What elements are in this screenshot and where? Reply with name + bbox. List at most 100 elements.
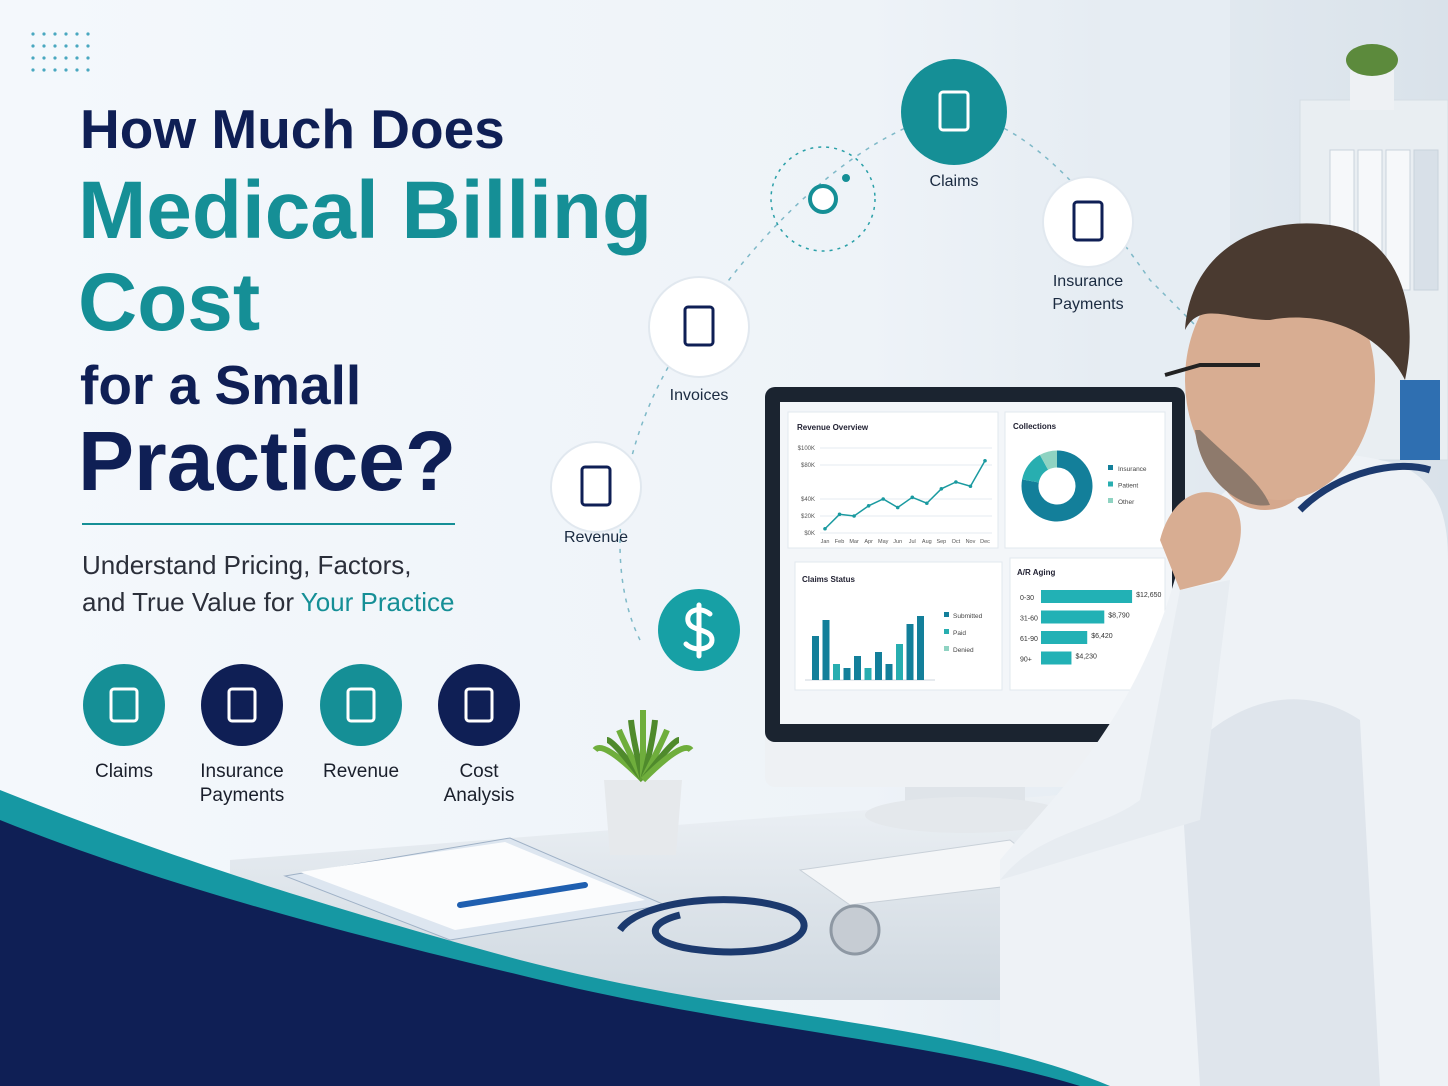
dot: [31, 56, 35, 60]
plant-pot: [604, 780, 682, 855]
dot: [64, 32, 68, 36]
orbit-glyph: [683, 305, 715, 347]
legend-label: Paid: [953, 630, 966, 637]
legend-label: Submitted: [953, 613, 983, 620]
dot: [86, 44, 90, 48]
x-tick-label: Jun: [893, 539, 902, 545]
revenue-point: [881, 497, 885, 501]
legend-swatch: [1108, 481, 1113, 487]
dot: [42, 32, 46, 36]
feature-glyph: [109, 687, 139, 723]
orbit-icon: [648, 276, 750, 378]
dot: [75, 68, 79, 72]
dot: [31, 44, 35, 48]
feature-label: Claims: [95, 761, 153, 782]
dot: [64, 56, 68, 60]
dot: [42, 44, 46, 48]
bar: [1041, 590, 1133, 603]
dot: [75, 44, 79, 48]
orbit-glyph: [938, 90, 970, 132]
pen: [457, 882, 588, 908]
value-label: $6,420: [1091, 633, 1113, 640]
revenue-point: [866, 504, 871, 508]
donut-segment: [1022, 454, 1049, 484]
binder-blue: [1400, 380, 1440, 460]
orbit-icon: [550, 441, 642, 533]
orbit-glyph: [580, 465, 612, 507]
dot: [53, 44, 57, 48]
x-tick-label: Sep: [936, 539, 946, 545]
dot: [64, 68, 68, 72]
revenue-line: [824, 460, 986, 530]
dot: [64, 44, 68, 48]
revenue-point: [954, 480, 958, 484]
orbit-label: Invoices: [670, 387, 729, 404]
revenue-point: [910, 495, 915, 500]
dot: [53, 68, 57, 72]
panel-title: Claims Status: [802, 575, 855, 584]
x-tick-label: Aug: [922, 539, 932, 545]
x-tick-label: May: [878, 539, 889, 545]
bar: [1041, 610, 1105, 624]
x-tick-label: Feb: [835, 539, 844, 545]
stethoscope-neck: [1297, 462, 1432, 513]
y-tick-label: $0K: [804, 531, 815, 537]
y-tick-label: $20K: [801, 514, 815, 520]
orbit-label: Revenue: [564, 529, 628, 546]
legend-label: Other: [1118, 499, 1135, 506]
revenue-point: [823, 526, 827, 531]
dot: [31, 32, 35, 36]
y-tick-label: $80K: [801, 463, 815, 469]
bar: [906, 624, 914, 680]
x-tick-label: Nov: [966, 539, 976, 545]
legend-label: Insurance: [1118, 466, 1147, 473]
dot: [86, 68, 90, 72]
dollar-glyph: [683, 602, 715, 659]
legend-label: Patient: [1118, 483, 1138, 490]
plant-leaf: [640, 745, 694, 783]
title-line: Practice?: [78, 414, 456, 508]
coat-shadow: [1180, 699, 1380, 1086]
feature-icon: [83, 664, 165, 746]
dot: [53, 32, 57, 36]
y-tick-label: $100K: [798, 446, 815, 452]
dot: [53, 56, 57, 60]
category-label: 90+: [1020, 657, 1032, 664]
x-tick-label: Apr: [864, 539, 873, 545]
dot: [75, 56, 79, 60]
monitor-base: [865, 797, 1065, 833]
feature-label: Payments: [200, 785, 284, 806]
subtitle: Understand Pricing, Factors,: [82, 550, 411, 580]
subtitle-text: and True Value for: [82, 587, 294, 617]
orbit-label: Payments: [1052, 296, 1123, 313]
binder: [1413, 149, 1439, 291]
orbit-ring: [770, 146, 876, 252]
feature-label: Cost: [459, 761, 499, 782]
doctor-hair: [1185, 223, 1410, 380]
orbit-node: [808, 184, 838, 214]
orbit-label: Claims: [930, 173, 979, 190]
donut-segment: [1039, 450, 1058, 471]
bar: [843, 668, 851, 680]
doctor-hand: [1160, 492, 1241, 590]
feature-label: Analysis: [444, 785, 515, 806]
revenue-point: [983, 458, 987, 463]
feature-icon: [320, 664, 402, 746]
dashboard-panel: [787, 411, 999, 549]
dot: [31, 68, 35, 72]
title-highlight: Medical Billing: [78, 165, 652, 256]
x-tick-label: Mar: [849, 539, 859, 545]
dot: [75, 32, 79, 36]
doctor-beard: [1195, 430, 1270, 506]
bar: [854, 656, 861, 680]
legend-swatch: [944, 612, 949, 617]
orbit-icon: [901, 59, 1007, 165]
dot: [86, 32, 90, 36]
legend-swatch: [944, 629, 949, 634]
orbit-glyph: [1072, 200, 1104, 242]
revenue-point: [968, 484, 973, 489]
category-label: 31-60: [1020, 616, 1038, 623]
stethoscope: [617, 896, 808, 956]
x-tick-label: Dec: [980, 539, 990, 545]
orbit-dot: [842, 174, 850, 182]
